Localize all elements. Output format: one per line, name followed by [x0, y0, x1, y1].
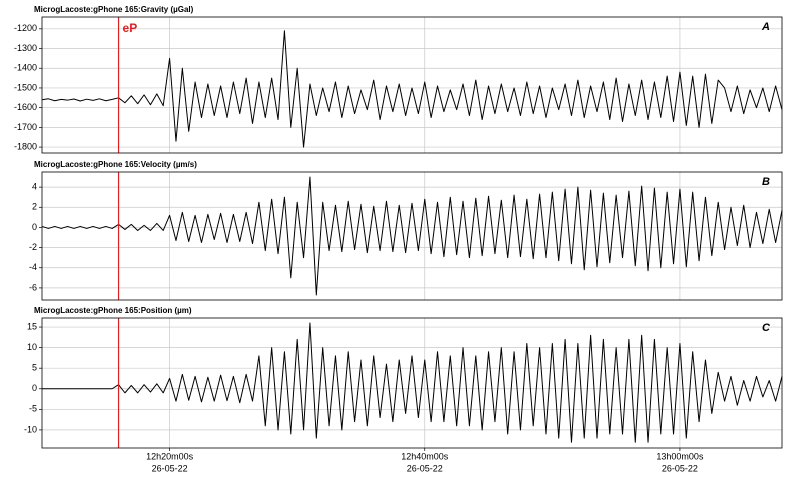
y-tick-label: -1300 — [14, 43, 37, 53]
y-tick-label: -1600 — [14, 102, 37, 112]
panel-label: A — [761, 21, 770, 33]
y-tick-label: -4 — [29, 262, 37, 272]
y-tick-label: 10 — [27, 342, 37, 352]
y-tick-label: 4 — [32, 181, 37, 191]
phase-label: eP — [123, 21, 138, 35]
waveform — [42, 322, 783, 443]
waveform — [41, 30, 783, 148]
panel-frame — [42, 17, 782, 153]
x-tick-date: 26-05-22 — [407, 463, 443, 473]
y-tick-label: -6 — [29, 282, 37, 292]
y-tick-label: -2 — [29, 242, 37, 252]
y-tick-label: -1200 — [14, 23, 37, 33]
y-tick-label: -1700 — [14, 122, 37, 132]
x-tick-label: 12h20m00s — [146, 451, 194, 461]
x-tick-date: 26-05-22 — [662, 463, 698, 473]
panel-frame — [42, 318, 782, 448]
y-tick-label: 5 — [32, 363, 37, 373]
y-tick-label: 15 — [27, 321, 37, 331]
y-tick-label: -1500 — [14, 82, 37, 92]
panel-title: MicrogLacoste:gPhone 165:Velocity (µm/s) — [34, 160, 197, 169]
x-tick-label: 12h40m00s — [401, 451, 449, 461]
waveform — [41, 176, 783, 296]
panel-title: MicrogLacoste:gPhone 165:Position (µm) — [34, 306, 192, 315]
y-tick-label: 0 — [32, 222, 37, 232]
y-tick-label: 2 — [32, 202, 37, 212]
y-tick-label: -10 — [24, 424, 37, 434]
x-tick-label: 13h00m00s — [656, 451, 704, 461]
panel-label: C — [762, 322, 771, 334]
y-tick-label: -5 — [29, 404, 37, 414]
panel-border — [41, 317, 783, 449]
panel-border — [41, 16, 783, 154]
y-tick-label: -1400 — [14, 63, 37, 73]
x-tick-date: 26-05-22 — [152, 463, 188, 473]
panel-label: B — [762, 176, 770, 188]
y-tick-label: 0 — [32, 383, 37, 393]
panel-title: MicrogLacoste:gPhone 165:Gravity (µGal) — [34, 5, 194, 14]
panel-border — [41, 171, 783, 301]
y-tick-label: -1800 — [14, 141, 37, 151]
